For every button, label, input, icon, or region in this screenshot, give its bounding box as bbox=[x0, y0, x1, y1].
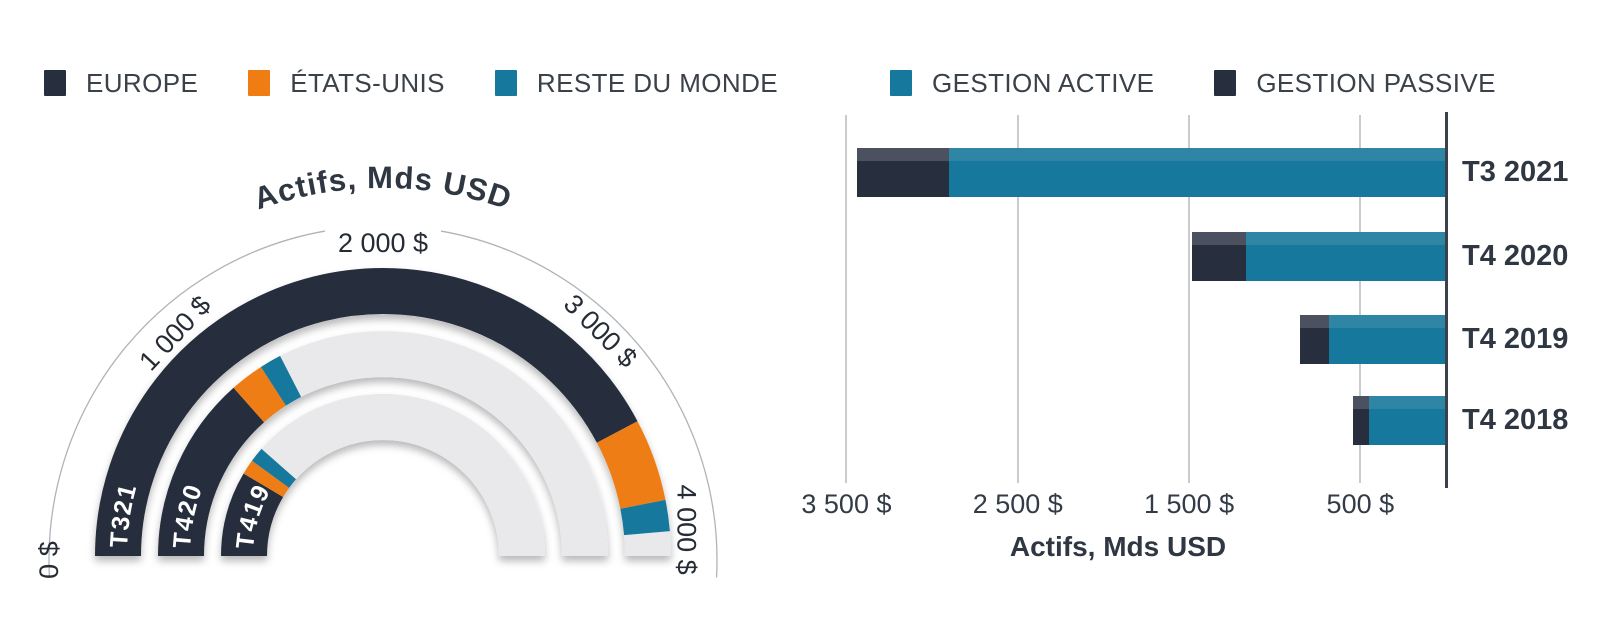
bar-category-label-t4-2018: T4 2018 bbox=[1462, 404, 1569, 436]
bar-category-label-t4-2020: T4 2020 bbox=[1462, 240, 1569, 272]
gauge-ring-t419 bbox=[221, 394, 545, 557]
gauge-segment-t419-europe bbox=[221, 473, 284, 557]
legend-item-gestion-active: GESTION ACTIVE bbox=[890, 68, 1154, 99]
bar-category-label-t4-2019: T4 2019 bbox=[1462, 323, 1569, 355]
bar-segment-t4-2019-gestion-active bbox=[1328, 315, 1446, 364]
gauge-segment-t321-europe bbox=[95, 268, 638, 557]
x-tick-label-3500: 3 500 $ bbox=[801, 489, 892, 519]
gauge-reference-arc-1 bbox=[48, 230, 326, 578]
gauge-segment-t420-etats-unis bbox=[233, 366, 287, 423]
legend-swatch-gestion-passive bbox=[1214, 70, 1237, 96]
bar-segment-t3-2021-gestion-passive bbox=[856, 148, 950, 197]
gauge-segment-t420-reste-du-monde bbox=[260, 355, 302, 406]
legend-swatch-europe bbox=[44, 70, 66, 96]
x-tick-label-500: 500 $ bbox=[1326, 489, 1395, 519]
legend-management: GESTION ACTIVE GESTION PASSIVE bbox=[890, 66, 1496, 100]
bar-t4-2019 bbox=[1299, 315, 1446, 364]
bar-category-label-t3-2021: T3 2021 bbox=[1462, 156, 1569, 188]
bar-segment-t4-2020-gestion-active bbox=[1246, 232, 1446, 281]
x-tick-label-1500: 1 500 $ bbox=[1144, 489, 1235, 519]
gauge-tick-label-4000: 4 000 $ bbox=[672, 485, 702, 575]
gauge-tick-label-0: 0 $ bbox=[34, 541, 64, 579]
bar-x-axis-line bbox=[1445, 112, 1448, 488]
bar-segment-t4-2018-gestion-passive bbox=[1353, 396, 1369, 445]
legend-label-reste-du-monde: RESTE DU MONDE bbox=[536, 67, 778, 98]
bar-x-axis-title: Actifs, Mds USD bbox=[1009, 531, 1227, 562]
bar-gridline-3500 bbox=[845, 115, 848, 483]
bar-t4-2018 bbox=[1353, 396, 1446, 445]
gauge-reference-arc-2 bbox=[440, 230, 718, 578]
legend-swatch-gestion-active bbox=[890, 70, 912, 96]
bar-t4-2020 bbox=[1191, 232, 1446, 281]
legend-item-etats-unis: ÉTATS-UNIS bbox=[248, 68, 445, 99]
gauge-segment-t419-etats-unis bbox=[243, 460, 290, 498]
legend-item-europe: EUROPE bbox=[44, 68, 198, 99]
legend-swatch-etats-unis bbox=[248, 70, 271, 96]
x-tick-label-2500: 2 500 $ bbox=[972, 489, 1063, 519]
bar-segment-t4-2018-gestion-active bbox=[1368, 396, 1446, 445]
gauge-segment-t420-europe bbox=[158, 387, 265, 557]
bar-segment-t4-2019-gestion-passive bbox=[1299, 315, 1329, 364]
bar-segment-t3-2021-gestion-active bbox=[949, 148, 1446, 197]
gauge-segment-t321-reste-du-monde bbox=[620, 499, 670, 536]
legend-label-gestion-active: GESTION ACTIVE bbox=[932, 67, 1155, 98]
legend-swatch-reste-du-monde bbox=[494, 70, 517, 96]
legend-item-gestion-passive: GESTION PASSIVE bbox=[1214, 68, 1496, 99]
gauge-ring-t420 bbox=[158, 331, 608, 557]
legend-item-reste-du-monde: RESTE DU MONDE bbox=[494, 67, 778, 99]
legend-label-etats-unis: ÉTATS-UNIS bbox=[290, 67, 445, 98]
legend-label-europe: EUROPE bbox=[86, 67, 199, 98]
bar-gridline-1500 bbox=[1188, 115, 1191, 483]
gauge-ring-t321 bbox=[95, 268, 671, 557]
gauge-segment-t419-reste-du-monde bbox=[251, 448, 297, 489]
gauge-tick-label-2000: 2 000 $ bbox=[338, 228, 428, 258]
legend-regions: EUROPE ÉTATS-UNIS RESTE DU MONDE bbox=[44, 66, 778, 100]
bar-gridline-2500 bbox=[1016, 115, 1019, 483]
legend-label-gestion-passive: GESTION PASSIVE bbox=[1256, 67, 1496, 98]
bar-segment-t4-2020-gestion-passive bbox=[1191, 232, 1247, 281]
bar-t3-2021 bbox=[856, 148, 1446, 197]
bar-gridline-500 bbox=[1359, 115, 1362, 483]
gauge-segment-t321-etats-unis bbox=[596, 421, 666, 510]
